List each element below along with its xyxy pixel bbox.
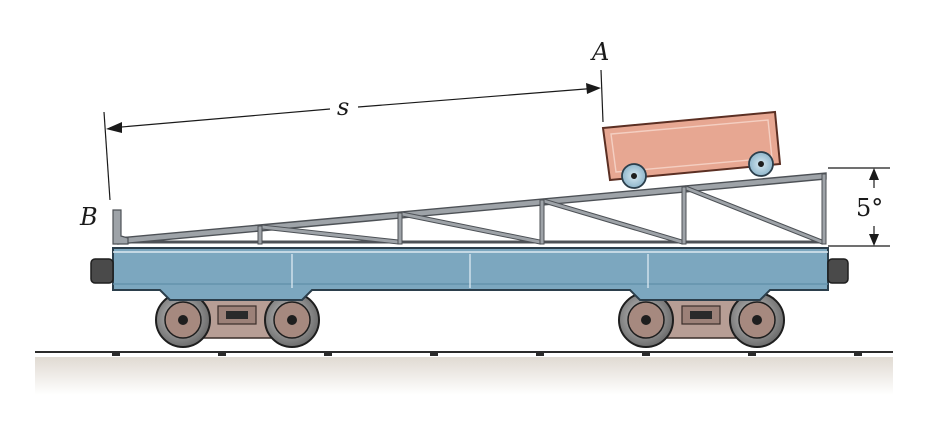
rail <box>35 351 893 356</box>
ground <box>35 357 893 395</box>
label-a: A <box>590 38 609 66</box>
right-coupler <box>827 258 849 284</box>
left-bogie <box>155 292 320 348</box>
crate-wheel-left <box>621 163 647 189</box>
angle-arrow-top <box>869 168 879 180</box>
rail-ties <box>112 353 862 356</box>
distance-dimension <box>103 69 604 201</box>
label-b: B <box>79 203 98 231</box>
flatcar-body <box>90 247 849 301</box>
label-angle: 5° <box>856 194 883 222</box>
left-bogie-wheel-1 <box>155 292 211 348</box>
right-bogie <box>618 292 785 348</box>
ramp-truss <box>112 172 827 245</box>
left-bogie-wheel-2 <box>264 292 320 348</box>
distance-arrow-left <box>106 122 122 133</box>
label-distance-s: s <box>337 93 349 121</box>
right-bogie-wheel-2 <box>729 292 785 348</box>
angle-dimension <box>828 167 890 247</box>
left-coupler <box>90 258 114 284</box>
crate-wheel-right <box>748 151 774 177</box>
right-bogie-wheel-1 <box>618 292 674 348</box>
distance-arrow-right <box>586 83 601 94</box>
angle-arrow-bottom <box>869 234 879 246</box>
crate <box>601 110 782 189</box>
